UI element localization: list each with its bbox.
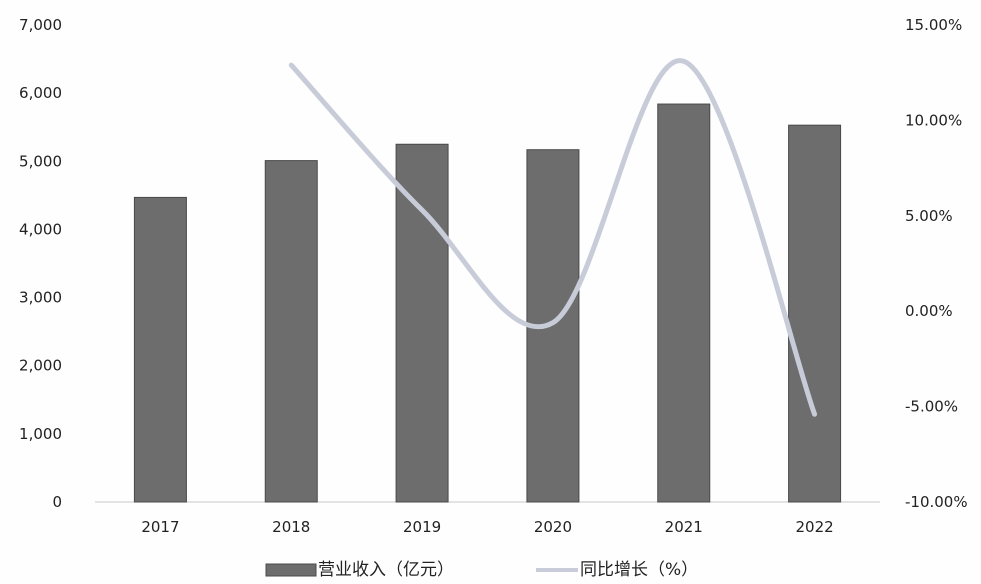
- x-axis-ticks: 2017 2018 2019 2020 2021 2022: [141, 518, 833, 536]
- left-tick-label: 5,000: [19, 152, 62, 170]
- left-tick-label: 1,000: [19, 425, 62, 443]
- x-tick-label: 2017: [141, 518, 179, 536]
- legend-line-label: 同比增长（%）: [580, 560, 698, 580]
- bar-2017: [133, 196, 187, 503]
- legend-bar-swatch: [265, 563, 317, 577]
- bar-2022: [788, 124, 842, 503]
- left-tick-label: 7,000: [19, 16, 62, 34]
- x-tick-label: 2022: [795, 518, 833, 536]
- right-tick-label: 15.00%: [905, 16, 962, 34]
- left-tick-label: 4,000: [19, 220, 62, 238]
- right-tick-label: 0.00%: [905, 302, 953, 320]
- right-tick-label: 5.00%: [905, 207, 953, 225]
- left-tick-label: 0: [52, 493, 62, 511]
- bar-2021: [657, 103, 711, 503]
- right-tick-label: 10.00%: [905, 111, 962, 129]
- line-series: [288, 58, 818, 417]
- x-tick-label: 2019: [403, 518, 441, 536]
- x-tick-label: 2020: [534, 518, 572, 536]
- right-axis-ticks: -10.00% -5.00% 0.00% 5.00% 10.00% 15.00%: [905, 16, 968, 511]
- growth-line: [288, 58, 818, 417]
- legend-bar-label: 营业收入（亿元）: [318, 560, 454, 580]
- bar-2018: [264, 160, 318, 503]
- x-tick-label: 2021: [665, 518, 703, 536]
- right-tick-label: -5.00%: [905, 398, 958, 416]
- x-tick-label: 2018: [272, 518, 310, 536]
- left-tick-label: 6,000: [19, 84, 62, 102]
- legend: 营业收入（亿元） 同比增长（%）: [265, 560, 698, 580]
- right-tick-label: -10.00%: [905, 493, 968, 511]
- left-tick-label: 2,000: [19, 357, 62, 375]
- bar-series: [133, 103, 842, 503]
- bar-2019: [395, 143, 449, 503]
- left-tick-label: 3,000: [19, 289, 62, 307]
- left-axis-ticks: 0 1,000 2,000 3,000 4,000 5,000 6,000 7,000: [19, 16, 62, 511]
